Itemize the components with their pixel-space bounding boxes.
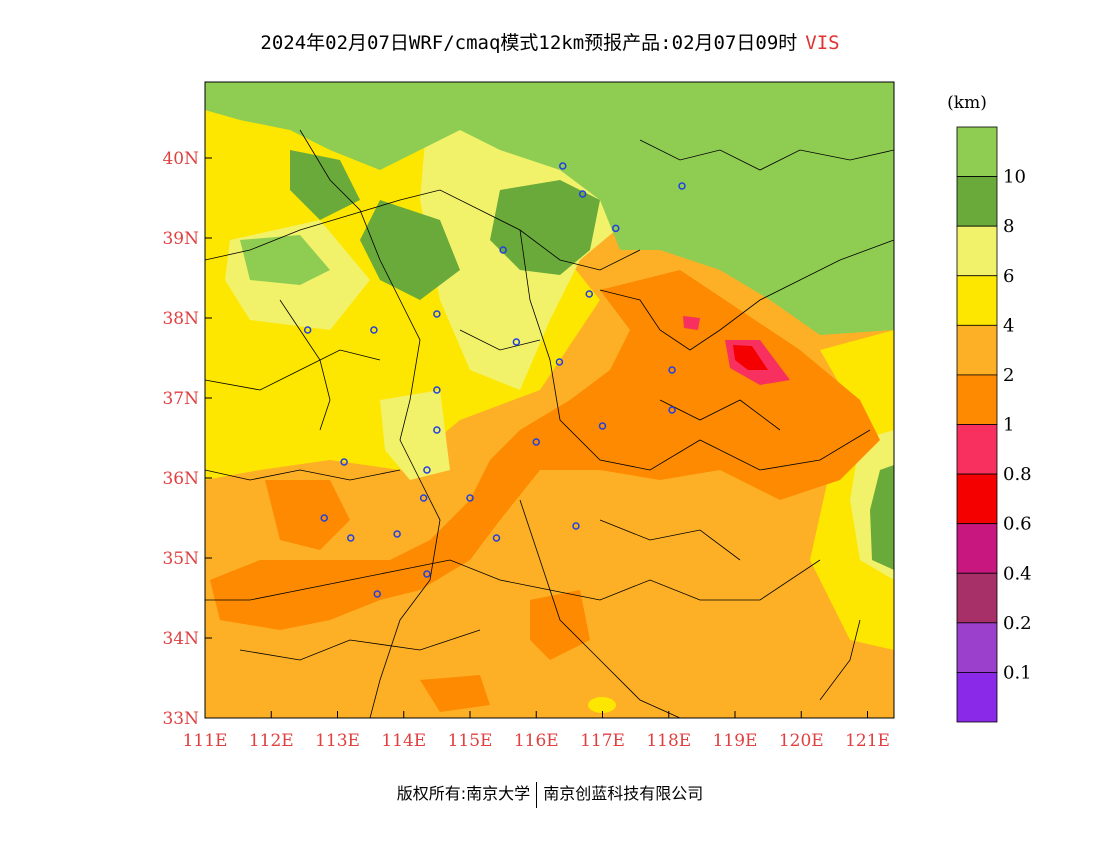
lon-label: 114E	[381, 731, 426, 751]
station-marker	[419, 494, 428, 502]
copyright-footer: 版权所有:南京大学 南京创蓝科技有限公司	[0, 780, 1100, 808]
legend-swatch	[956, 572, 998, 624]
legend-swatch	[956, 275, 998, 326]
legend-label: 10	[1003, 167, 1026, 188]
footer-separator	[536, 781, 538, 808]
station-marker	[555, 358, 564, 366]
legend-swatch	[956, 176, 998, 227]
legend-swatch	[956, 324, 998, 376]
map-title: 2024年02月07日WRF/cmaq模式12km预报产品:02月07日09时 V…	[0, 28, 1100, 55]
legend-label: 2	[1003, 365, 1014, 386]
station-marker	[678, 182, 686, 190]
station-marker	[370, 326, 378, 334]
station-marker	[612, 224, 620, 233]
lon-label: 121E	[845, 731, 890, 751]
lon-label: 117E	[580, 731, 625, 751]
station-marker	[668, 366, 676, 374]
title-variable: VIS	[805, 32, 840, 54]
station-marker	[585, 290, 593, 298]
legend-label: 6	[1003, 266, 1014, 287]
station-markers	[303, 162, 686, 598]
legend-swatch	[956, 622, 998, 673]
legend-label: 0.6	[1003, 514, 1032, 535]
station-marker	[433, 310, 441, 318]
title-text: 2024年02月07日WRF/cmaq模式12km预报产品:02月07日09时	[260, 32, 798, 54]
lon-label: 116E	[514, 731, 559, 751]
station-marker	[559, 162, 567, 170]
legend-label: 8	[1003, 216, 1014, 237]
legend-label: 1	[1003, 415, 1014, 436]
legend: (km) 10 8 6 4 2 1 0.8 0.6 0.4 0.2 0.1	[947, 93, 1032, 723]
station-marker	[578, 190, 587, 198]
lon-label: 111E	[183, 731, 228, 751]
legend-swatch	[956, 225, 998, 277]
lon-label: 115E	[448, 731, 493, 751]
station-marker	[532, 438, 540, 446]
station-marker	[499, 246, 507, 254]
station-marker	[433, 426, 441, 434]
lat-label: 37N	[162, 389, 199, 409]
visibility-field	[205, 82, 894, 718]
legend-swatch	[956, 374, 998, 425]
lat-label: 34N	[162, 629, 199, 649]
station-marker	[303, 326, 312, 334]
legend-label: 0.1	[1003, 662, 1032, 683]
lon-label: 113E	[315, 731, 360, 751]
station-marker	[598, 422, 607, 430]
station-marker	[320, 514, 328, 522]
station-marker	[340, 458, 348, 466]
station-marker	[373, 590, 381, 598]
station-marker	[512, 338, 521, 346]
lon-label: 120E	[779, 731, 824, 751]
station-marker	[393, 530, 401, 538]
lon-label: 118E	[646, 731, 691, 751]
footer-right: 南京创蓝科技有限公司	[543, 784, 704, 803]
legend-swatch	[956, 473, 998, 525]
legend-unit: (km)	[947, 93, 987, 113]
station-marker	[466, 494, 474, 502]
station-marker	[492, 534, 501, 542]
legend-swatch	[956, 523, 998, 574]
lat-label: 33N	[162, 709, 199, 729]
lat-label: 39N	[162, 229, 199, 249]
lon-label: 112E	[249, 731, 294, 751]
station-marker	[423, 466, 431, 474]
footer-left: 版权所有:南京大学	[396, 784, 531, 803]
legend-label: 0.4	[1003, 563, 1032, 584]
station-marker	[423, 570, 431, 578]
station-marker	[347, 534, 355, 542]
legend-label: 0.2	[1003, 613, 1032, 634]
map-frame	[204, 81, 895, 719]
station-marker	[572, 522, 580, 530]
lat-label: 36N	[162, 469, 199, 489]
legend-label: 0.8	[1003, 464, 1032, 485]
legend-swatch	[956, 126, 998, 177]
legend-swatch	[956, 424, 998, 475]
axis-ticks: 33N 34N 35N 36N 37N 38N 39N 40N 111E 112E 113E 114E…	[162, 149, 889, 751]
station-marker	[668, 406, 676, 414]
lon-label: 119E	[713, 731, 758, 751]
lat-label: 38N	[162, 309, 199, 329]
lat-label: 40N	[162, 149, 199, 169]
legend-label: 4	[1003, 315, 1014, 336]
legend-swatch	[956, 672, 998, 723]
lat-label: 35N	[162, 549, 199, 569]
boundary-lines	[205, 129, 894, 718]
station-marker	[433, 386, 441, 394]
